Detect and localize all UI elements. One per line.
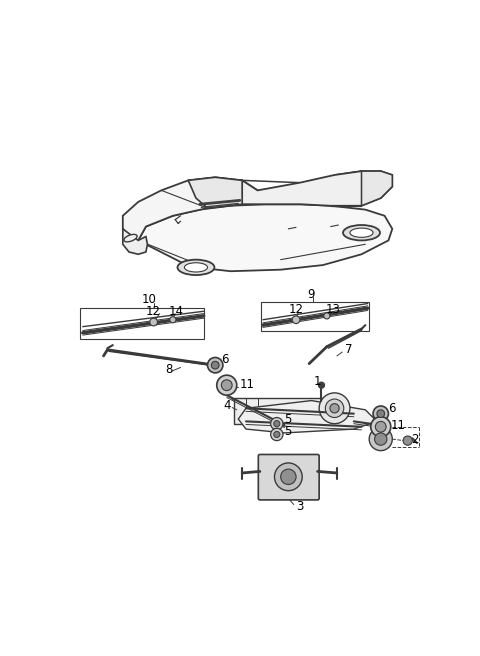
Circle shape — [274, 420, 280, 427]
Text: 3: 3 — [296, 500, 303, 512]
Circle shape — [217, 375, 237, 395]
Text: 6: 6 — [221, 354, 229, 366]
Text: 5: 5 — [285, 425, 292, 438]
Ellipse shape — [124, 234, 137, 242]
Text: 14: 14 — [169, 305, 184, 318]
Circle shape — [170, 317, 176, 323]
Circle shape — [281, 469, 296, 485]
Circle shape — [271, 428, 283, 441]
Text: 4: 4 — [223, 400, 230, 413]
Circle shape — [274, 432, 280, 438]
Text: 13: 13 — [325, 303, 340, 316]
Text: 11: 11 — [240, 378, 255, 391]
Circle shape — [271, 417, 283, 430]
Circle shape — [221, 380, 232, 390]
Text: 1: 1 — [314, 375, 321, 388]
Polygon shape — [123, 177, 258, 240]
Text: 9: 9 — [308, 288, 315, 301]
Polygon shape — [138, 204, 392, 271]
Text: 5: 5 — [285, 413, 292, 426]
Circle shape — [369, 428, 392, 451]
Circle shape — [207, 358, 223, 373]
Text: 12: 12 — [146, 305, 161, 318]
Circle shape — [324, 313, 330, 319]
Circle shape — [325, 399, 344, 417]
FancyBboxPatch shape — [258, 455, 319, 500]
Circle shape — [403, 436, 412, 445]
Polygon shape — [188, 177, 242, 208]
Circle shape — [377, 410, 384, 417]
Circle shape — [318, 382, 324, 388]
Circle shape — [375, 421, 386, 432]
Text: 6: 6 — [388, 401, 396, 415]
Text: 2: 2 — [411, 432, 419, 445]
Ellipse shape — [350, 228, 373, 237]
Ellipse shape — [178, 260, 215, 275]
Text: 10: 10 — [142, 293, 157, 306]
Ellipse shape — [184, 263, 207, 272]
Text: 11: 11 — [391, 419, 406, 432]
Circle shape — [373, 406, 388, 421]
Text: 7: 7 — [345, 343, 352, 356]
Circle shape — [371, 417, 391, 437]
Text: 12: 12 — [288, 303, 303, 316]
Circle shape — [292, 316, 300, 323]
Circle shape — [330, 403, 339, 413]
Circle shape — [275, 463, 302, 491]
Polygon shape — [234, 398, 323, 424]
Circle shape — [150, 318, 157, 326]
Polygon shape — [238, 401, 377, 433]
Polygon shape — [123, 229, 147, 255]
Circle shape — [319, 393, 350, 424]
Polygon shape — [242, 171, 392, 206]
Polygon shape — [361, 171, 392, 206]
Circle shape — [374, 433, 387, 445]
Text: 8: 8 — [165, 363, 172, 377]
Ellipse shape — [343, 225, 380, 240]
Circle shape — [211, 361, 219, 369]
